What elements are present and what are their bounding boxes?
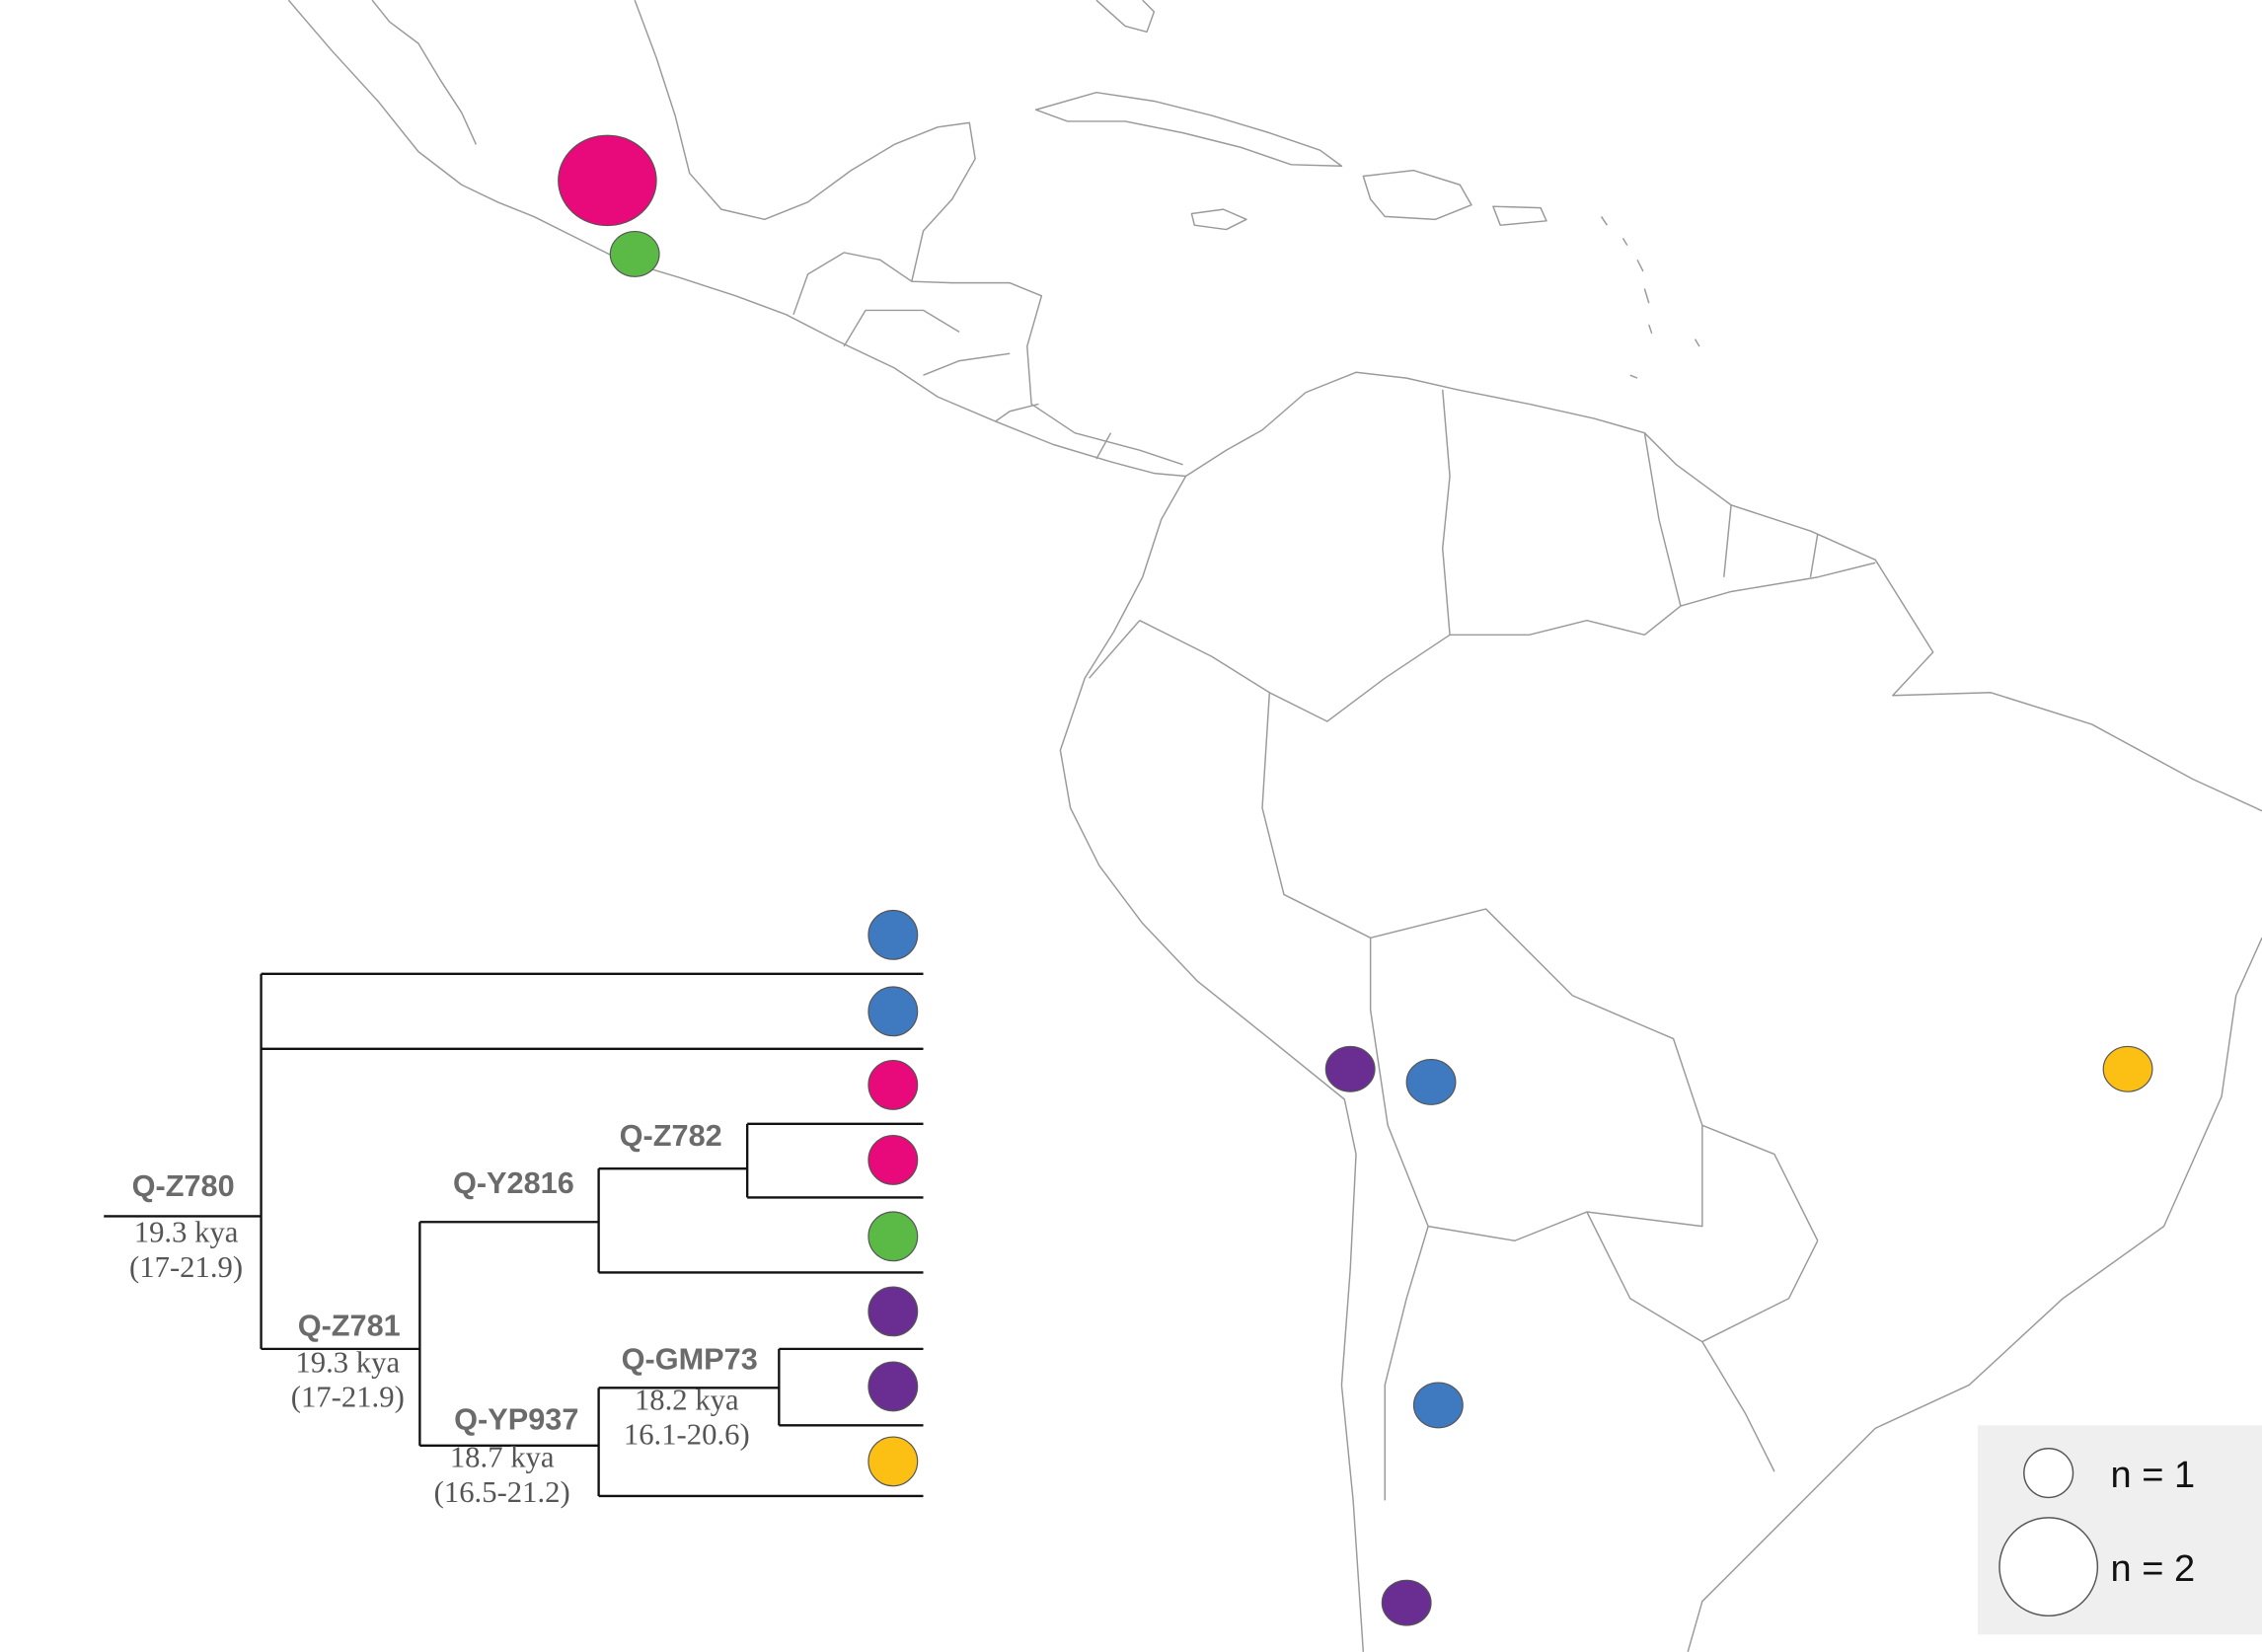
florida — [1095, 0, 1156, 34]
hispaniola — [1362, 169, 1472, 221]
node-age: 19.3 kya — [295, 1345, 400, 1379]
node-age: 19.3 kya — [134, 1216, 239, 1249]
country-borders — [1089, 389, 1876, 1501]
gulf-coast — [634, 0, 1183, 466]
node-age: 18.7 kya — [450, 1441, 555, 1474]
map-outlines — [287, 0, 2262, 1652]
legend-marker — [1998, 1517, 2099, 1617]
node-label: Q-Z782 — [620, 1118, 722, 1153]
node-label: Q-YP937 — [454, 1402, 578, 1437]
central-borders — [792, 252, 1112, 460]
map-point — [1324, 1045, 1376, 1092]
puerto-rico — [1492, 205, 1547, 226]
legend-label: n = 2 — [2111, 1548, 2196, 1590]
leaf-marker — [867, 1134, 919, 1185]
node-interval: (17-21.9) — [129, 1250, 243, 1284]
node-label: Q-GMP73 — [622, 1341, 758, 1376]
map-point — [1405, 1059, 1457, 1105]
leaf-marker — [867, 1361, 919, 1412]
node-label: Q-Y2816 — [453, 1165, 574, 1200]
south-america — [1059, 371, 2262, 1652]
node-label: Q-Z780 — [132, 1168, 235, 1203]
map-point — [1412, 1382, 1464, 1429]
jamaica — [1190, 208, 1247, 231]
mexico-central-america — [287, 0, 1186, 478]
leaf-marker — [867, 986, 919, 1037]
lesser-antilles — [1600, 216, 1700, 379]
node-label: Q-Z781 — [298, 1309, 401, 1343]
node-interval: (16.5-21.2) — [434, 1475, 570, 1509]
leaf-marker — [867, 909, 919, 960]
baja — [371, 0, 478, 145]
legend-marker — [2023, 1448, 2074, 1499]
node-age: 18.2 kya — [635, 1383, 739, 1416]
map-point — [558, 134, 657, 227]
map-point — [609, 230, 660, 277]
map-point — [2102, 1045, 2153, 1092]
cuba — [1034, 91, 1343, 167]
leaf-marker — [867, 1436, 919, 1487]
node-interval: (17-21.9) — [291, 1380, 405, 1413]
leaf-marker — [867, 1286, 919, 1337]
node-interval: 16.1-20.6) — [624, 1417, 750, 1451]
leaf-marker — [867, 1059, 919, 1110]
phylogenetic-tree — [104, 972, 924, 1498]
legend-label: n = 1 — [2111, 1455, 2196, 1496]
leaf-marker — [867, 1211, 919, 1262]
tree-branches — [104, 972, 924, 1498]
map-point — [1381, 1579, 1432, 1626]
